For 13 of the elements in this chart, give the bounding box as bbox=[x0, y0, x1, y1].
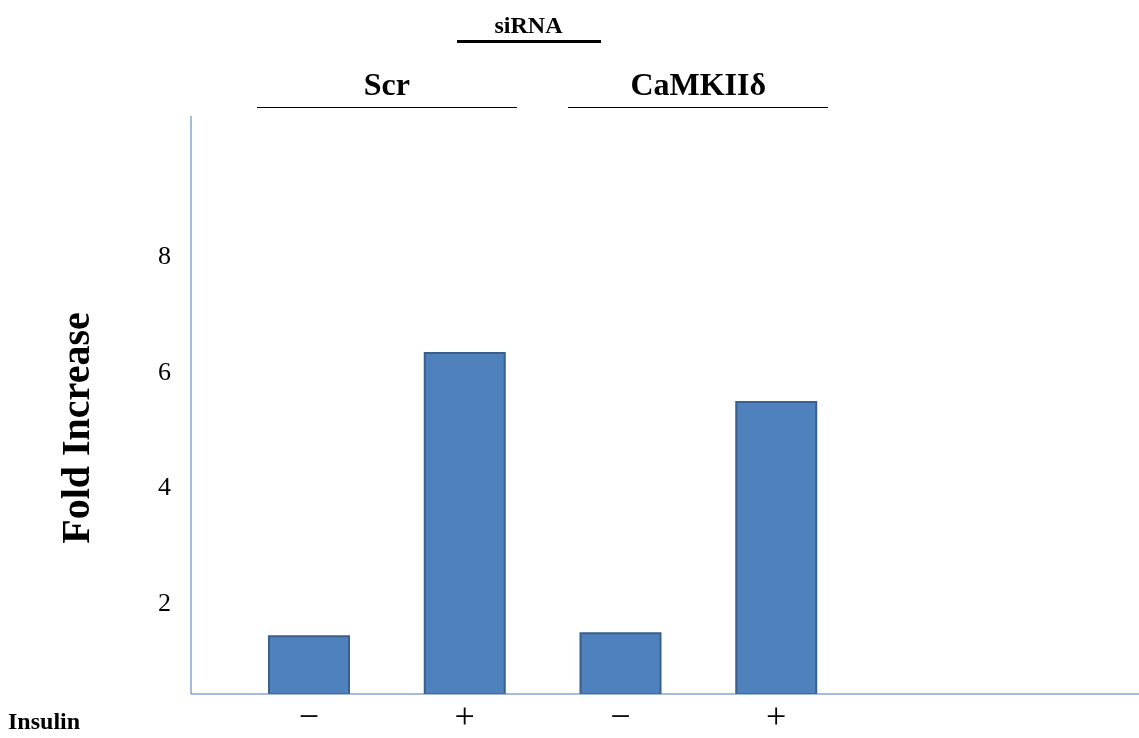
y-tick-label: 2 bbox=[158, 587, 171, 617]
y-tick-label: 4 bbox=[158, 472, 171, 502]
x-tick-label: − bbox=[610, 695, 631, 736]
x-tick-label: + bbox=[765, 695, 787, 736]
y-axis-title: Fold Increase bbox=[51, 312, 99, 544]
text: CaMKIIδ bbox=[630, 66, 767, 102]
y-tick-label: 8 bbox=[158, 240, 171, 270]
y-tick-label: 6 bbox=[158, 356, 171, 386]
x-axis-title: Insulin bbox=[8, 708, 81, 735]
x-tick-label: + bbox=[454, 695, 475, 736]
x-tick-label: − bbox=[298, 695, 320, 736]
text: Scr bbox=[363, 66, 410, 102]
chart-title: siRNA bbox=[494, 12, 563, 39]
